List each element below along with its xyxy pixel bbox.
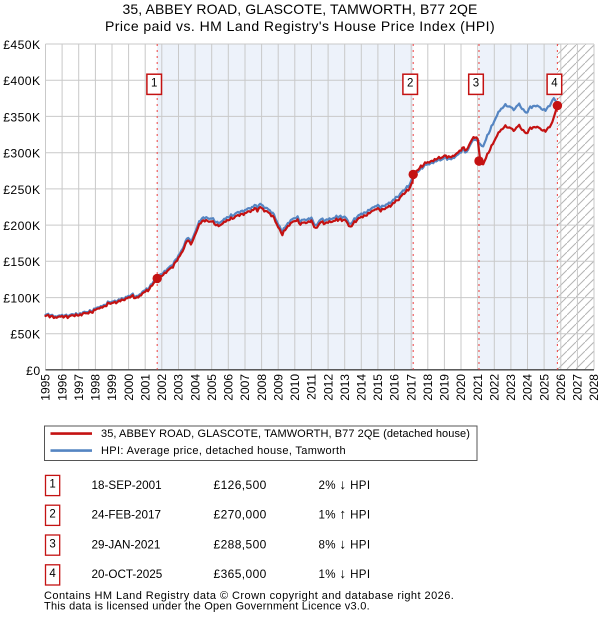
svg-text:3: 3 [473,78,479,90]
svg-text:2028: 2028 [587,374,600,401]
svg-text:1% ↓ HPI: 1% ↓ HPI [319,566,371,581]
svg-text:£100K: £100K [3,292,40,306]
svg-text:2007: 2007 [238,374,252,401]
svg-text:35, ABBEY ROAD, GLASCOTE, TAMW: 35, ABBEY ROAD, GLASCOTE, TAMWORTH, B77 … [123,1,478,17]
svg-text:£126,500: £126,500 [214,478,267,492]
svg-text:£200K: £200K [3,219,40,233]
svg-text:£50K: £50K [10,328,40,342]
svg-text:1997: 1997 [72,374,86,401]
svg-text:2% ↓ HPI: 2% ↓ HPI [319,477,371,492]
svg-text:£0: £0 [26,364,40,378]
svg-text:1998: 1998 [89,374,103,401]
svg-text:3: 3 [49,538,55,550]
svg-text:2021: 2021 [471,374,485,401]
svg-text:2014: 2014 [355,374,369,401]
svg-text:£288,500: £288,500 [214,537,267,551]
svg-text:2012: 2012 [321,374,335,401]
svg-text:2018: 2018 [421,374,435,401]
svg-text:2: 2 [407,78,413,90]
svg-text:35, ABBEY ROAD, GLASCOTE, TAMW: 35, ABBEY ROAD, GLASCOTE, TAMWORTH, B77 … [101,428,470,440]
svg-text:2008: 2008 [255,374,269,401]
svg-text:1: 1 [49,479,55,491]
svg-text:Contains HM Land Registry data: Contains HM Land Registry data © Crown c… [44,590,454,602]
svg-text:£300K: £300K [3,147,40,161]
svg-text:£350K: £350K [3,110,40,124]
svg-text:2006: 2006 [222,374,236,401]
svg-text:29-JAN-2021: 29-JAN-2021 [92,538,161,551]
svg-text:2020: 2020 [454,374,468,401]
svg-text:£450K: £450K [3,38,40,52]
svg-text:2024: 2024 [521,374,535,401]
svg-text:This data is licensed under th: This data is licensed under the Open Gov… [44,600,370,612]
svg-text:1999: 1999 [105,374,119,401]
svg-text:2017: 2017 [404,374,418,401]
svg-text:2010: 2010 [288,374,302,401]
svg-text:2015: 2015 [371,374,385,401]
svg-text:£365,000: £365,000 [214,567,267,581]
svg-text:2: 2 [49,509,55,521]
svg-text:2011: 2011 [305,374,319,400]
svg-text:£250K: £250K [3,183,40,197]
svg-text:2019: 2019 [438,374,452,401]
svg-text:1996: 1996 [55,374,69,401]
svg-text:2023: 2023 [504,374,518,401]
svg-text:2027: 2027 [571,374,585,401]
svg-text:£270,000: £270,000 [214,508,267,522]
svg-text:2004: 2004 [188,374,202,401]
svg-text:4: 4 [551,78,558,90]
svg-text:HPI: Average price, detached h: HPI: Average price, detached house, Tamw… [101,445,346,457]
svg-text:£400K: £400K [3,74,40,88]
svg-text:1995: 1995 [39,374,53,401]
svg-text:£150K: £150K [3,255,40,269]
svg-text:2001: 2001 [138,374,152,401]
svg-text:2016: 2016 [388,374,402,401]
svg-text:1: 1 [151,78,157,90]
svg-text:2025: 2025 [537,374,551,401]
svg-text:2026: 2026 [554,374,568,401]
svg-text:18-SEP-2001: 18-SEP-2001 [92,479,162,492]
svg-text:20-OCT-2025: 20-OCT-2025 [92,568,163,581]
svg-text:Price paid vs. HM Land Registr: Price paid vs. HM Land Registry's House … [105,18,495,34]
svg-text:1% ↑ HPI: 1% ↑ HPI [319,507,371,522]
svg-text:2005: 2005 [205,374,219,401]
svg-text:2000: 2000 [122,374,136,401]
svg-text:2013: 2013 [338,374,352,401]
svg-text:4: 4 [49,568,56,580]
svg-text:2009: 2009 [271,374,285,401]
svg-text:2003: 2003 [172,374,186,401]
svg-text:8% ↓ HPI: 8% ↓ HPI [319,536,371,551]
svg-text:2002: 2002 [155,374,169,401]
svg-text:2022: 2022 [488,374,502,401]
svg-text:24-FEB-2017: 24-FEB-2017 [92,509,162,522]
